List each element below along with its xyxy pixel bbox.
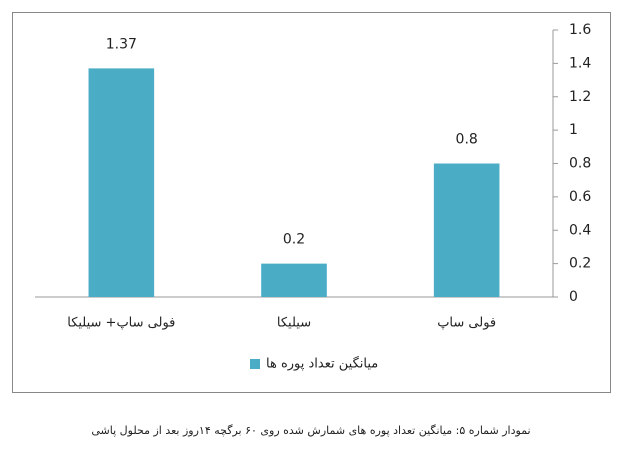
x-tick-label: سیلیکا [277,316,311,331]
x-tick-label: فولی ساپ [437,316,496,331]
legend-label: میانگین تعداد پوره ها [266,356,378,372]
y-tick-label: 0.2 [569,256,591,272]
data-label: 0.2 [283,232,305,248]
y-tick-label: 1 [569,122,578,138]
chart-frame [12,12,611,393]
data-label: 0.8 [456,132,478,148]
y-tick-label: 0 [569,289,578,305]
y-tick-label: 1.4 [569,55,591,71]
x-tick-label: فولی ساپ+ سیلیکا [67,316,175,331]
caption: نمودار شماره ۵: میانگین تعداد پوره های ش… [91,424,530,437]
y-tick-label: 1.2 [569,89,591,105]
y-tick-label: 0.6 [569,189,591,205]
y-tick-label: 1.6 [569,22,591,38]
y-tick-label: 0.8 [569,156,591,172]
bar [433,163,500,297]
data-label: 1.37 [106,36,137,52]
legend-swatch [250,359,260,369]
bar [261,263,327,297]
y-tick-label: 0.4 [569,222,591,238]
bar [88,68,155,297]
